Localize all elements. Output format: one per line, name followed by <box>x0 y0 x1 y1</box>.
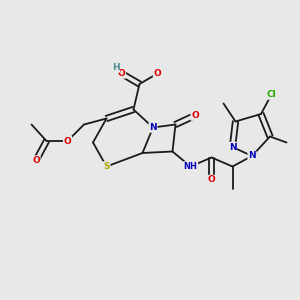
Text: O: O <box>32 156 40 165</box>
Text: O: O <box>64 136 71 146</box>
Text: O: O <box>154 69 161 78</box>
Text: NH: NH <box>184 162 197 171</box>
Text: N: N <box>229 142 236 152</box>
Text: O: O <box>208 176 215 184</box>
Text: S: S <box>103 162 110 171</box>
Text: O: O <box>191 111 199 120</box>
Text: N: N <box>248 152 256 160</box>
Text: Cl: Cl <box>267 90 276 99</box>
Text: O: O <box>118 69 125 78</box>
Text: N: N <box>149 123 157 132</box>
Text: H: H <box>112 63 119 72</box>
